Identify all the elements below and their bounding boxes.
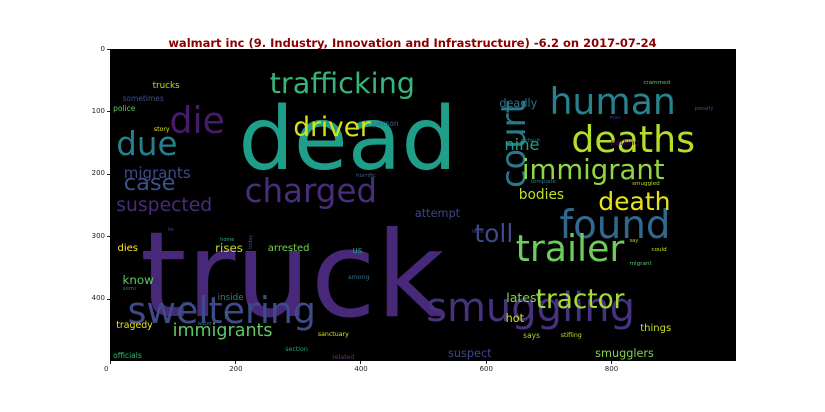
word-due: due	[116, 125, 178, 164]
x-tick-label: 800	[604, 365, 619, 373]
word-smugglers: smugglers	[595, 346, 654, 360]
x-tick-label: 600	[479, 365, 493, 373]
x-tick	[610, 361, 612, 364]
x-tick	[110, 361, 111, 364]
word-related: related	[332, 354, 355, 361]
word-man: man	[609, 115, 621, 122]
word-trailer: trailer	[515, 226, 625, 270]
word-officials: officials	[113, 351, 142, 361]
word-home: home	[220, 236, 235, 243]
word-template: template	[530, 178, 556, 185]
word-tractor: tractor	[535, 284, 625, 315]
word-say: say	[629, 238, 639, 245]
word-toll: toll	[474, 219, 514, 249]
wordcloud-plot-area: truck dead smuggling sweltering found human tr…	[110, 49, 736, 361]
word-arrested: arrested	[267, 243, 310, 255]
word-among: among	[347, 274, 370, 282]
word-smuggled: smuggled	[632, 181, 660, 188]
word-section: section	[285, 346, 308, 354]
word-dies: dies	[117, 243, 139, 255]
word-parking: parking	[610, 137, 640, 147]
word-tie: tie	[167, 227, 175, 234]
word-charged: charged	[244, 172, 378, 211]
word-know: know	[122, 273, 154, 288]
word-migrant: migrant	[629, 261, 652, 268]
word-migrants: migrants	[123, 164, 191, 183]
chart-title: walmart inc (9. Industry, Innovation and…	[168, 36, 657, 50]
word-says: says	[523, 331, 541, 341]
x-tick	[235, 361, 237, 364]
word-things: things	[640, 322, 672, 334]
word-trucks: trucks	[152, 80, 180, 91]
word-us: us	[352, 245, 363, 256]
word-deadly: deadly	[499, 96, 538, 110]
x-tick	[485, 361, 487, 364]
word-suspected: suspected	[116, 195, 213, 217]
y-tick-label: 200	[91, 169, 105, 178]
word-bodies: bodies	[518, 187, 565, 204]
word-smuggling: smuggling	[426, 285, 636, 331]
y-tick	[107, 173, 110, 175]
x-tick-label: 400	[354, 365, 368, 373]
y-tick-label: 400	[91, 294, 105, 303]
word-least: least	[471, 228, 484, 235]
word-suspect: suspect	[448, 346, 492, 360]
word-today: today	[247, 234, 254, 249]
word-die: die	[169, 99, 225, 142]
word-semi: semi	[122, 286, 136, 293]
word-attempt: attempt	[414, 207, 461, 221]
y-tick	[107, 49, 110, 50]
word-latest: latest	[506, 290, 542, 306]
word-story: story	[153, 126, 170, 134]
x-tick-label: 200	[229, 365, 243, 373]
word-penalty: penalty	[694, 105, 714, 112]
y-tick	[107, 111, 110, 113]
word-truck: truck	[140, 207, 445, 346]
word-car: car	[223, 311, 230, 320]
word-case: case	[123, 169, 176, 196]
word-horrific: horrific	[356, 172, 376, 179]
x-tick-label: 0	[104, 365, 109, 373]
word-crammed: crammed	[643, 80, 671, 87]
word-site: site	[181, 300, 193, 307]
word-dead: dead	[238, 88, 457, 191]
y-tick-label: 300	[91, 231, 105, 240]
word-deaths: deaths	[571, 117, 695, 161]
word-sweltering: sweltering	[127, 289, 316, 333]
x-tick	[360, 361, 362, 364]
word-rises: rises	[215, 240, 243, 255]
word-default: default	[520, 137, 541, 144]
word-sometimes: sometimes	[122, 94, 164, 104]
word-police: police	[113, 103, 136, 113]
y-tick-label: 100	[91, 106, 105, 115]
word-inside: inside	[217, 292, 244, 303]
word-person: person	[372, 119, 399, 129]
word-trafficking: trafficking	[269, 66, 416, 101]
word-immigrants: immigrants	[172, 321, 273, 342]
word-stifling: stifling	[560, 332, 582, 340]
word-could: could	[651, 246, 667, 253]
word-immigrant: immigrant	[521, 153, 665, 186]
word-sanctuary: sanctuary	[317, 330, 349, 338]
word-found: found	[559, 202, 671, 248]
word-driver: driver	[293, 113, 371, 144]
word-water: water	[197, 321, 212, 328]
word-hot: hot	[505, 312, 525, 326]
y-tick	[107, 236, 110, 238]
y-tick-label: 0	[100, 44, 105, 53]
word-nine: nine	[504, 135, 540, 154]
word-tragedy: tragedy	[116, 320, 153, 332]
word-human: human	[549, 80, 676, 124]
word-death: death	[598, 187, 671, 217]
y-tick	[107, 298, 110, 300]
